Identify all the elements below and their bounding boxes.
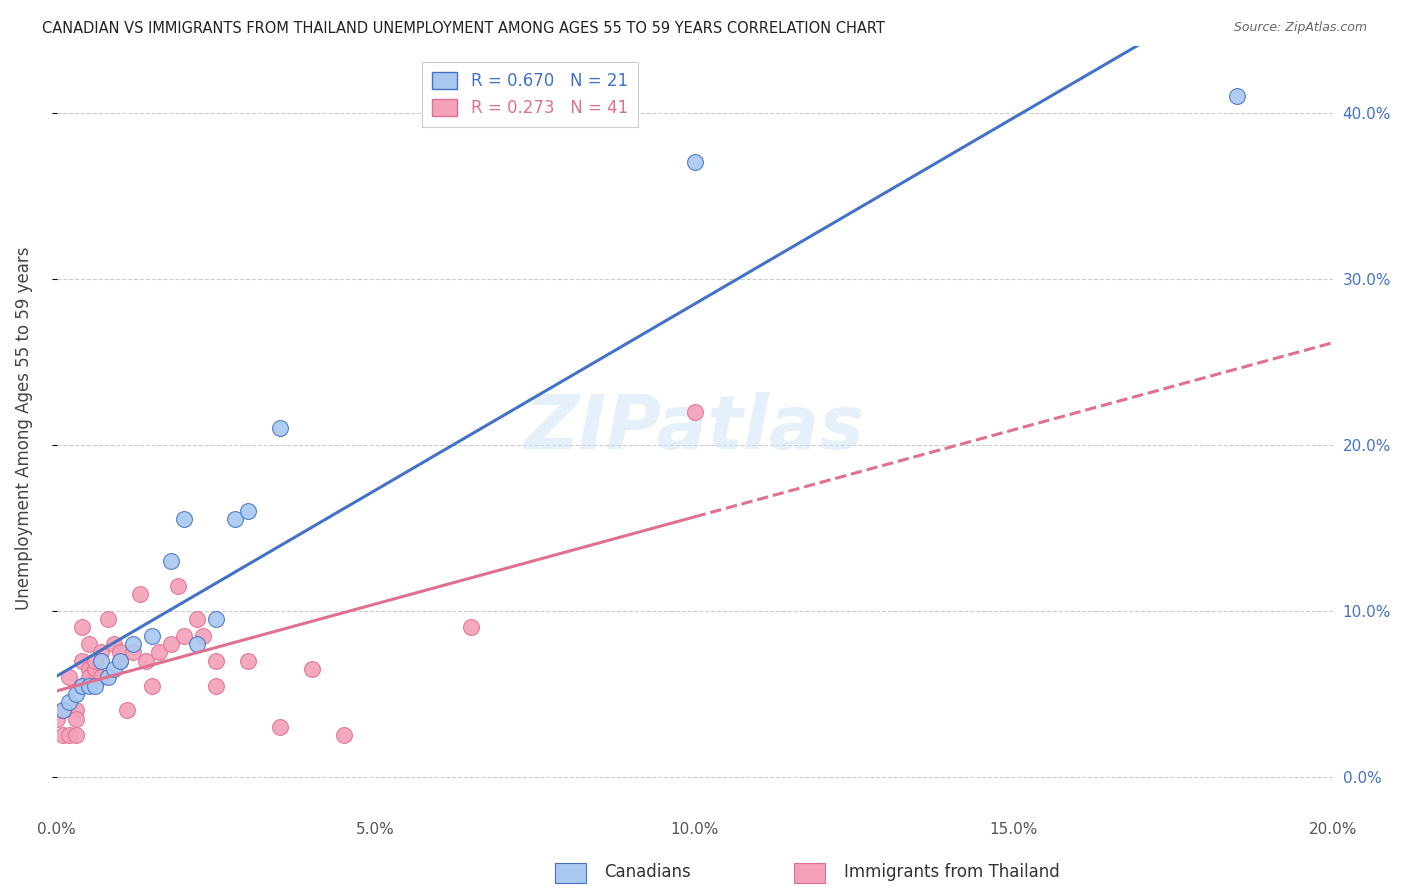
Point [70,679,93,693]
Point [205,679,228,693]
Point [160,637,183,651]
Point [115,703,138,717]
Point [77,662,100,676]
Point [122,645,145,659]
Point [460,620,482,634]
Y-axis label: Unemployment Among Ages 55 to 59 years: Unemployment Among Ages 55 to 59 years [15,246,32,610]
Text: CANADIAN VS IMMIGRANTS FROM THAILAND UNEMPLOYMENT AMONG AGES 55 TO 59 YEARS CORR: CANADIAN VS IMMIGRANTS FROM THAILAND UNE… [42,21,884,37]
Point [52,728,75,742]
Point [332,728,354,742]
Point [301,662,323,676]
Point [90,670,112,684]
Legend: R = 0.670   N = 21, R = 0.273   N = 41: R = 0.670 N = 21, R = 0.273 N = 41 [422,62,638,127]
Point [1226,89,1249,103]
Point [77,637,100,651]
Point [110,654,132,668]
Point [236,504,259,518]
Point [148,645,170,659]
Point [65,712,87,726]
Point [65,703,87,717]
Point [683,404,706,418]
Point [683,155,706,169]
Point [173,512,195,526]
Point [52,703,75,717]
Point [135,654,157,668]
Point [77,670,100,684]
Point [110,645,132,659]
Point [236,654,259,668]
Point [141,629,163,643]
Point [70,654,93,668]
Point [77,679,100,693]
Point [52,703,75,717]
Text: Canadians: Canadians [605,863,692,881]
Point [193,629,215,643]
Point [103,637,125,651]
Point [97,670,120,684]
Point [224,512,246,526]
Point [65,728,87,742]
Point [83,679,105,693]
Point [97,612,120,626]
Point [58,728,80,742]
Point [90,645,112,659]
Point [90,654,112,668]
Point [65,687,87,701]
Point [173,629,195,643]
Point [45,712,67,726]
Point [269,720,291,734]
Point [166,579,188,593]
Point [58,695,80,709]
Point [103,662,125,676]
Point [186,612,208,626]
Point [83,662,105,676]
Point [160,554,183,568]
Text: Source: ZipAtlas.com: Source: ZipAtlas.com [1233,21,1367,35]
Point [83,654,105,668]
Point [128,587,150,601]
Text: ZIPatlas: ZIPatlas [524,392,865,465]
Text: Immigrants from Thailand: Immigrants from Thailand [844,863,1059,881]
Point [70,620,93,634]
Point [205,654,228,668]
Point [110,654,132,668]
Point [58,670,80,684]
Point [70,679,93,693]
Point [186,637,208,651]
Point [269,421,291,435]
Point [205,612,228,626]
Point [122,637,145,651]
Point [141,679,163,693]
